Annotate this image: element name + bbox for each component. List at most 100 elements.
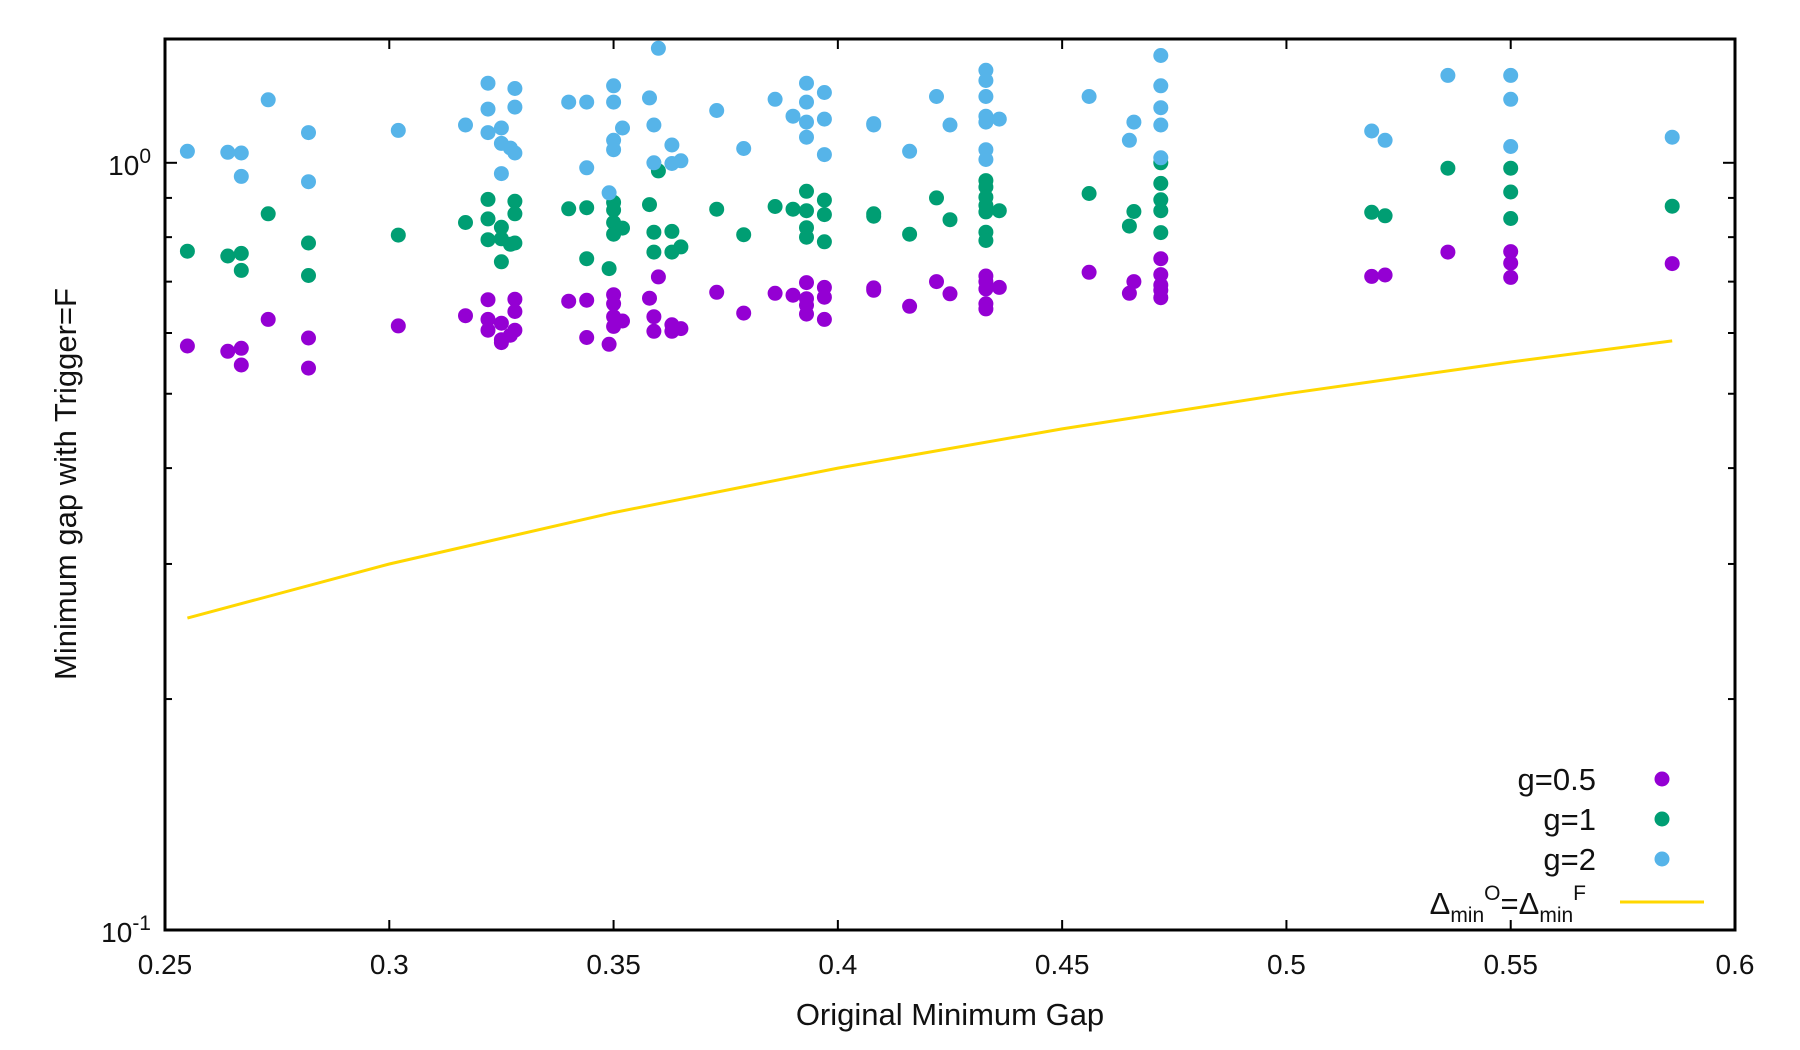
point-series-2-34: [673, 153, 689, 169]
point-series-2-0: [179, 143, 195, 159]
point-series-2-30: [646, 155, 662, 171]
point-series-0-45: [816, 311, 832, 327]
y-tick-label-bottom-base: 10: [101, 917, 132, 948]
point-series-0-0: [179, 338, 195, 354]
point-series-2-29: [646, 117, 662, 133]
point-series-0-69: [1503, 255, 1519, 271]
point-series-2-49: [929, 89, 944, 104]
point-series-2-18: [507, 145, 523, 161]
point-series-2-9: [480, 75, 496, 91]
point-series-2-64: [1153, 100, 1169, 116]
point-series-2-3: [233, 168, 249, 184]
point-series-0-56: [991, 279, 1007, 295]
point-series-0-27: [615, 313, 630, 329]
point-series-0-6: [301, 360, 316, 376]
point-series-1-14: [493, 254, 509, 270]
point-series-0-16: [507, 291, 523, 307]
point-series-0-44: [816, 289, 832, 305]
point-series-1-44: [816, 207, 832, 223]
point-series-1-58: [991, 203, 1007, 219]
point-series-2-7: [390, 122, 406, 138]
point-series-2-1: [220, 144, 236, 160]
point-series-1-29: [646, 224, 662, 240]
point-series-0-59: [1126, 274, 1142, 290]
point-series-1-39: [799, 183, 814, 199]
point-series-1-36: [736, 227, 752, 243]
point-series-1-30: [646, 244, 662, 260]
point-series-0-18: [507, 322, 523, 338]
point-series-2-5: [301, 125, 316, 141]
point-series-2-14: [493, 166, 509, 182]
point-series-2-36: [736, 141, 752, 156]
legend-delta-2: Δ: [1519, 886, 1540, 921]
point-series-0-48: [902, 298, 918, 314]
x-tick-label-2: 0.35: [586, 949, 641, 980]
point-series-0-36: [736, 305, 752, 321]
x-axis-title: Original Minimum Gap: [796, 997, 1104, 1032]
point-series-1-48: [902, 226, 918, 242]
point-series-2-59: [1081, 89, 1097, 104]
point-series-1-37: [767, 199, 783, 214]
point-series-1-8: [458, 215, 473, 230]
point-series-2-25: [606, 142, 622, 158]
point-series-1-63: [1153, 175, 1169, 191]
point-series-2-39: [799, 75, 814, 91]
y-axis-title: Minimum gap with Trigger=F: [48, 288, 83, 680]
point-series-0-68: [1503, 244, 1519, 260]
point-series-2-26: [601, 185, 617, 201]
legend-marker-g1: [1654, 811, 1670, 827]
point-series-0-12: [493, 315, 509, 331]
point-series-1-67: [1364, 204, 1380, 220]
point-series-0-17: [507, 304, 523, 319]
legend-item-g2: g=2: [1543, 842, 1670, 877]
point-series-2-67: [1364, 123, 1380, 139]
point-series-2-55: [978, 114, 994, 130]
legend: g=0.5 g=1 g=2 ΔminO=ΔminF: [1430, 762, 1704, 927]
point-series-1-12: [493, 219, 509, 235]
legend-sup-2: F: [1573, 882, 1586, 905]
point-series-1-45: [816, 234, 832, 250]
point-series-1-50: [942, 212, 958, 228]
point-series-2-53: [978, 89, 994, 104]
point-series-2-6: [301, 174, 316, 190]
point-series-2-48: [902, 143, 918, 159]
point-series-2-28: [642, 90, 657, 106]
point-series-2-65: [1153, 117, 1169, 133]
point-series-2-38: [785, 108, 801, 124]
point-series-0-66: [1377, 267, 1393, 283]
y-tick-label-top-base: 10: [108, 150, 139, 181]
point-series-2-58: [991, 111, 1007, 127]
point-series-1-42: [799, 229, 814, 245]
point-series-1-17: [507, 206, 523, 222]
point-series-0-20: [579, 292, 595, 308]
point-series-1-1: [220, 248, 236, 264]
point-series-0-21: [579, 330, 595, 345]
point-series-2-23: [606, 94, 622, 110]
legend-label-g05: g=0.5: [1518, 762, 1596, 797]
point-series-2-35: [709, 103, 725, 118]
point-series-1-59: [1081, 186, 1097, 201]
point-series-2-50: [942, 117, 958, 133]
point-series-1-43: [816, 192, 832, 208]
point-series-0-70: [1503, 269, 1519, 285]
legend-marker-g2: [1654, 851, 1670, 867]
point-series-1-60: [1121, 218, 1137, 234]
point-series-2-12: [493, 120, 509, 136]
point-series-2-17: [507, 99, 523, 115]
x-tick-label-1: 0.3: [370, 949, 409, 980]
point-series-1-40: [799, 203, 814, 219]
point-series-1-72: [1503, 211, 1519, 226]
point-series-1-61: [1126, 204, 1142, 219]
point-series-0-26: [601, 336, 617, 352]
point-series-2-31: [650, 40, 666, 56]
point-series-1-20: [579, 200, 595, 216]
point-series-1-38: [785, 201, 801, 217]
x-tick-label-3: 0.4: [818, 949, 857, 980]
point-series-0-5: [301, 330, 316, 346]
point-series-2-8: [458, 117, 473, 133]
point-series-1-70: [1503, 160, 1519, 176]
x-tick-label-7: 0.6: [1716, 949, 1755, 980]
legend-item-g1: g=1: [1543, 802, 1670, 837]
point-series-0-8: [458, 308, 473, 324]
